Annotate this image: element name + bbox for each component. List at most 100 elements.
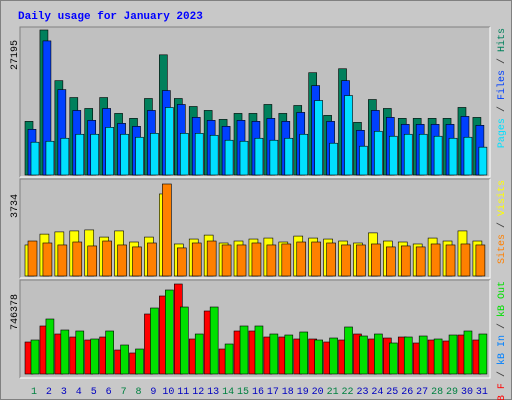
- bar: [266, 244, 277, 277]
- bar: [30, 339, 40, 375]
- bar: [105, 127, 114, 176]
- bar: [299, 133, 309, 176]
- bar: [433, 135, 443, 176]
- legend-entry: Files: [496, 70, 508, 100]
- bar: [236, 244, 247, 277]
- x-tick-label: 11: [177, 387, 189, 398]
- x-tick-label: 4: [76, 387, 82, 398]
- bar: [418, 335, 428, 375]
- legend-separator: /: [496, 216, 508, 234]
- legend-separator: /: [496, 365, 508, 383]
- legend-separator: /: [496, 317, 508, 335]
- bar: [75, 330, 85, 375]
- bar: [209, 134, 219, 176]
- x-tick-label: 9: [150, 387, 156, 398]
- bar: [120, 133, 129, 176]
- x-tick-label: 24: [371, 387, 383, 398]
- legend-entry: Visits: [496, 180, 508, 216]
- y-tick-label: 3734: [10, 194, 21, 218]
- legend-entry: kB F: [496, 383, 508, 400]
- x-tick-label: 31: [476, 387, 488, 398]
- bar: [165, 289, 174, 375]
- legend: Sites / Visits: [496, 180, 508, 264]
- panel-bevel-light: [20, 280, 491, 379]
- bar: [27, 240, 38, 277]
- bar: [177, 247, 187, 277]
- bar: [251, 242, 262, 277]
- x-tick-label: 15: [237, 387, 249, 398]
- bar: [475, 244, 486, 277]
- x-tick-label: 3: [61, 387, 67, 398]
- legend: kB F / kB In / kB Out: [496, 281, 508, 400]
- bar: [326, 242, 336, 277]
- bar: [281, 243, 292, 277]
- bar: [341, 244, 351, 277]
- bar: [460, 243, 471, 277]
- bar: [180, 306, 189, 375]
- bar: [239, 325, 249, 375]
- bar: [75, 133, 85, 176]
- bar: [296, 241, 307, 277]
- bar: [329, 337, 338, 375]
- bar: [224, 139, 234, 176]
- bar: [224, 343, 234, 375]
- bar: [344, 326, 353, 375]
- bar: [221, 244, 232, 277]
- bar: [135, 136, 144, 176]
- x-tick-label: 12: [192, 387, 204, 398]
- panel-bevel-light: [20, 179, 491, 279]
- x-tick-label: 21: [327, 387, 339, 398]
- x-tick-label: 1: [31, 387, 37, 398]
- x-tick-label: 22: [342, 387, 354, 398]
- bar: [389, 135, 398, 176]
- bar: [329, 142, 338, 176]
- bar: [135, 348, 144, 375]
- bar: [284, 334, 294, 375]
- x-tick-label: 19: [297, 387, 309, 398]
- legend-separator: /: [496, 52, 508, 70]
- bar: [194, 133, 204, 176]
- bar: [463, 136, 473, 176]
- legend: Pages / Files / Hits: [496, 28, 508, 148]
- bar: [478, 333, 488, 375]
- bar: [90, 338, 100, 375]
- x-tick-label: 13: [207, 387, 219, 398]
- x-tick-label: 26: [401, 387, 413, 398]
- bar: [180, 133, 189, 176]
- panel-bevel-dark: [19, 26, 490, 177]
- bar: [45, 318, 55, 375]
- y-tick-label: 746378: [10, 294, 21, 330]
- bar: [314, 339, 323, 375]
- x-tick-label: 20: [312, 387, 324, 398]
- bar: [150, 307, 159, 375]
- bar: [105, 330, 114, 375]
- legend-entry: kB Out: [496, 281, 508, 317]
- bar: [284, 137, 294, 176]
- legend-separator: /: [496, 100, 508, 118]
- panel-bevel-dark: [19, 178, 490, 278]
- legend-entry: Pages: [497, 118, 508, 148]
- x-tick-label: 27: [416, 387, 428, 398]
- x-tick-label: 5: [91, 387, 97, 398]
- x-tick-label: 17: [267, 387, 279, 398]
- bar: [445, 244, 456, 277]
- x-tick-label: 30: [461, 387, 473, 398]
- legend-entry: Hits: [496, 28, 508, 52]
- bar: [165, 107, 174, 176]
- bar: [254, 325, 264, 375]
- bar: [371, 243, 381, 277]
- bar: [194, 333, 204, 375]
- bar: [150, 133, 159, 176]
- x-tick-label: 8: [136, 387, 142, 398]
- bar: [299, 331, 309, 375]
- bar: [239, 140, 249, 176]
- bar: [30, 141, 40, 176]
- chart-title: Daily usage for January 2023: [18, 11, 203, 23]
- bar: [147, 242, 157, 277]
- bar: [132, 246, 142, 277]
- bar: [314, 100, 323, 176]
- bar: [311, 241, 321, 277]
- bar: [87, 245, 98, 277]
- bar: [463, 330, 473, 375]
